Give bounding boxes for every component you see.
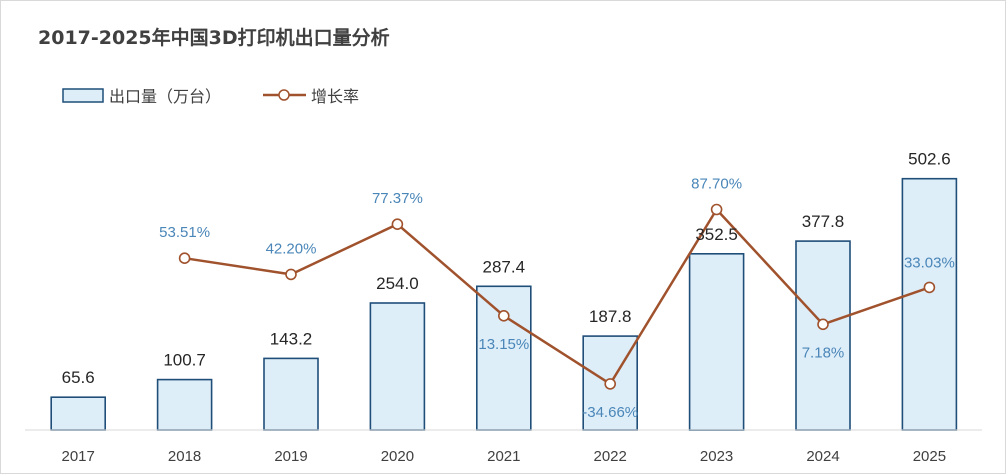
bar-2019 [263, 357, 319, 431]
labels-layer: 65.6 100.7 143.2 254.0 287.4 187.8 352.5 377.8 5… [62, 150, 955, 421]
legend-bar-label: 出口量（万台） [109, 87, 221, 106]
bar-value-label-2021: 287.4 [483, 257, 526, 276]
x-tick-2021: 2021 [487, 448, 520, 465]
growth-point-2019 [285, 268, 297, 281]
growth-rate-label-2022: -34.66% [582, 404, 638, 421]
x-tick-2018: 2018 [168, 448, 201, 465]
x-tick-2023: 2023 [700, 448, 733, 465]
bar-value-label-2025: 502.6 [908, 150, 951, 169]
legend-line-marker [278, 89, 290, 101]
legend-bar-swatch [62, 88, 104, 103]
growth-point-2021 [497, 309, 510, 322]
growth-rate-label-2021: 13.15% [478, 336, 529, 353]
bar-2020 [369, 302, 426, 431]
growth-rate-label-2018: 53.51% [159, 224, 210, 241]
growth-point-2023 [710, 203, 723, 216]
bar-2023 [688, 253, 745, 431]
bar-value-label-2020: 254.0 [376, 274, 419, 293]
growth-rate-label-2020: 77.37% [372, 190, 423, 207]
chart-title: 2017-2025年中国3D打印机出口量分析 [38, 26, 390, 49]
bar-value-label-2019: 143.2 [270, 329, 313, 348]
bar-2017 [50, 396, 107, 431]
growth-rate-label-2019: 42.20% [266, 240, 317, 257]
bar-value-label-2018: 100.7 [163, 351, 206, 370]
growth-point-2024 [817, 318, 829, 331]
x-tick-2024: 2024 [806, 448, 839, 465]
x-tick-2025: 2025 [913, 448, 946, 465]
growth-point-2022 [604, 378, 617, 390]
bar-value-label-2017: 65.6 [62, 368, 95, 387]
legend-line-label: 增长率 [311, 87, 359, 106]
x-tick-2020: 2020 [381, 448, 414, 465]
bar-2025 [901, 177, 958, 431]
x-tick-2022: 2022 [594, 448, 627, 465]
bars-layer [50, 177, 958, 431]
growth-point-2018 [178, 252, 191, 265]
growth-rate-label-2025: 33.03% [904, 254, 955, 271]
growth-rate-label-2023: 87.70% [691, 176, 742, 193]
x-tick-2017: 2017 [62, 448, 95, 465]
x-tick-2019: 2019 [274, 448, 307, 465]
bar-2024 [795, 240, 851, 431]
legend: 出口量（万台） 增长率 [62, 87, 359, 106]
bar-value-label-2024: 377.8 [802, 212, 845, 231]
bar-value-label-2023: 352.5 [695, 225, 738, 244]
bar-2018 [156, 378, 213, 431]
growth-point-2020 [391, 218, 404, 230]
growth-rate-label-2024: 7.18% [802, 344, 845, 361]
growth-rate-line [184, 208, 930, 386]
bar-2021 [475, 285, 532, 431]
bar-value-label-2022: 187.8 [589, 307, 632, 326]
growth-point-2025 [923, 281, 936, 294]
x-axis-ticks: 2017 2018 2019 2020 2021 2022 2023 2024 2025 [62, 448, 947, 465]
growth-line-layer [178, 203, 936, 390]
